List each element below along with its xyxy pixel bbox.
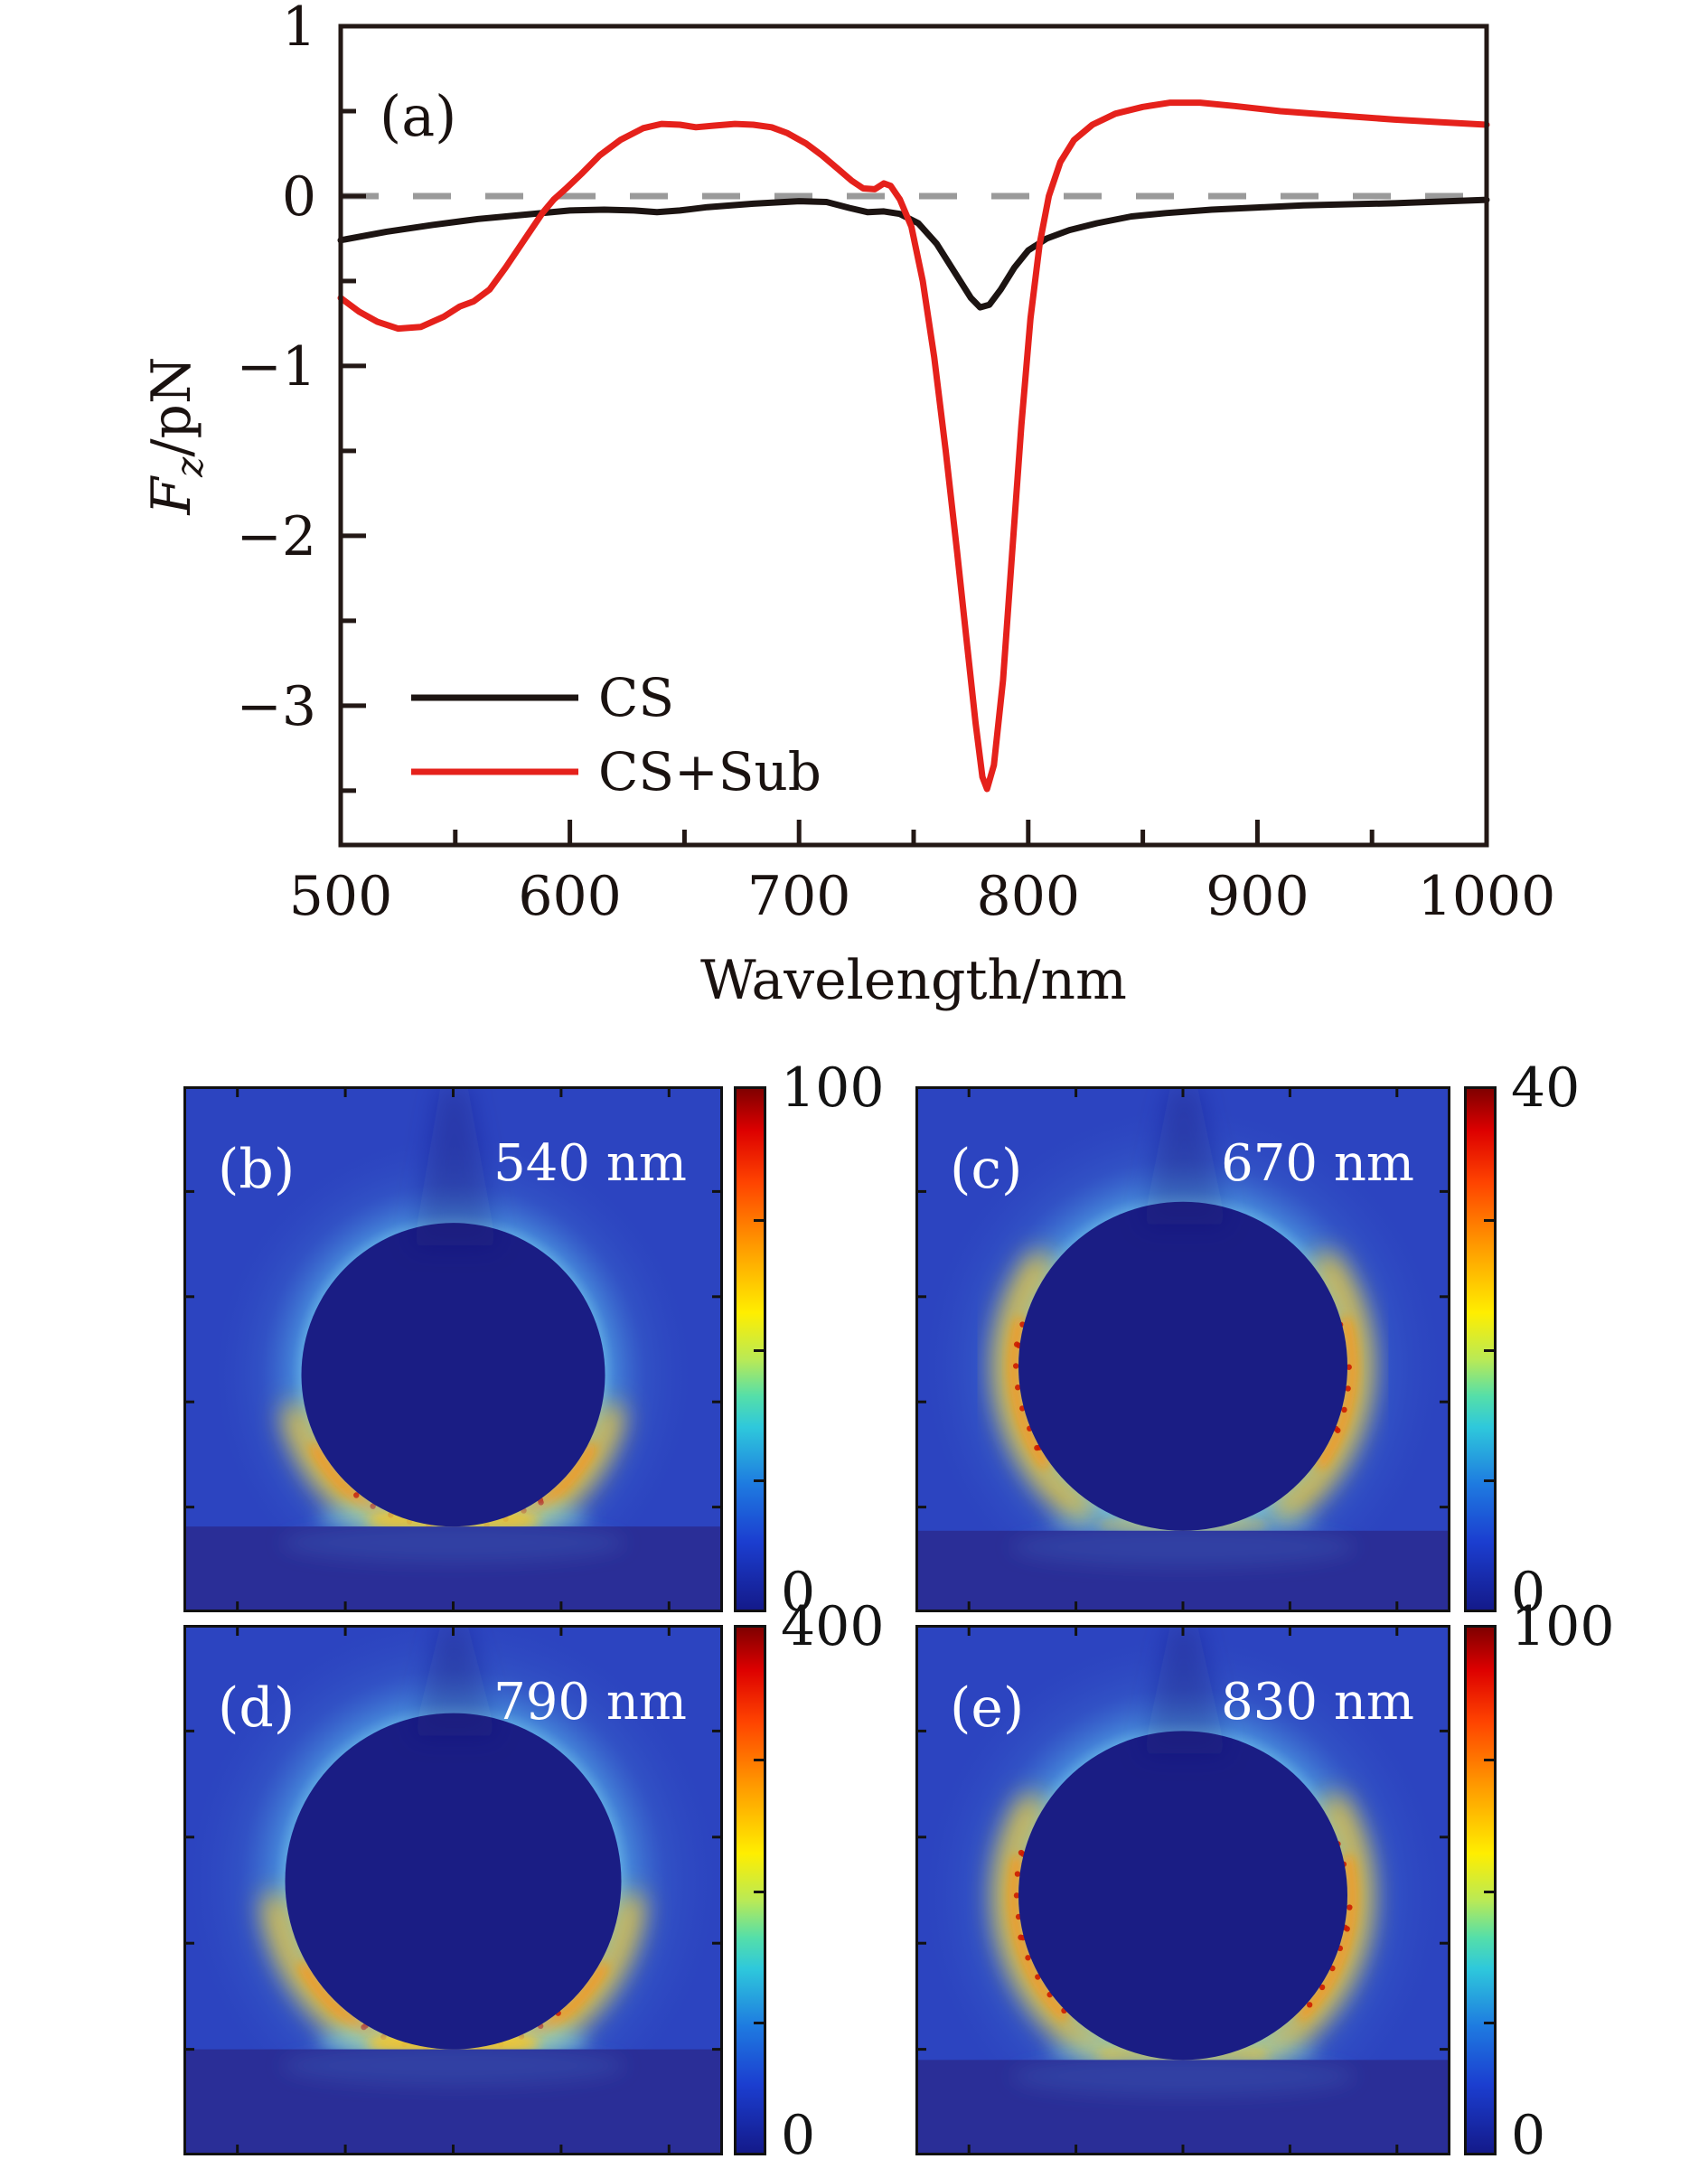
field-hotspot <box>1319 1984 1326 1991</box>
field-hotspot <box>1306 2002 1313 2008</box>
substrate-scatter <box>281 2045 625 2086</box>
x-tick-label: 1000 <box>1418 865 1556 928</box>
colorbar-d <box>734 1625 766 2155</box>
panel-label-d: (d) <box>218 1676 296 1740</box>
colorbar-tick <box>754 1759 764 1762</box>
colorbar-min-c: 0 <box>1511 1561 1546 1624</box>
wavelength-label-c: 670 nm <box>1221 1134 1414 1193</box>
x-tick-label: 900 <box>1206 865 1309 928</box>
field-map-b <box>183 1086 723 1612</box>
field-hotspot <box>1346 1364 1352 1370</box>
field-hotspot <box>1347 1904 1353 1910</box>
legend-label-cs: CS <box>598 667 674 728</box>
colorbar-tick <box>1484 2021 1494 2024</box>
colorbar-tick <box>754 1219 764 1222</box>
y-axis-label-unit: /pN <box>140 357 203 457</box>
colorbar-tick <box>1484 1890 1494 1893</box>
nanosphere <box>1018 1201 1347 1531</box>
y-tick-label: 0 <box>282 165 316 229</box>
x-axis-label: Wavelength/nm <box>700 949 1127 1012</box>
field-hotspot <box>1013 1892 1020 1899</box>
substrate-scatter <box>281 1523 625 1563</box>
field-hotspot <box>1015 1385 1021 1391</box>
shadow-plume <box>1143 1625 1226 1754</box>
field-hotspot <box>1025 1955 1031 1961</box>
x-tick-label: 600 <box>518 865 622 928</box>
colorbar-max-b: 100 <box>781 1056 885 1120</box>
field-glow-lobe <box>1243 1794 1373 2069</box>
colorbar-min-b: 0 <box>781 1561 816 1624</box>
colorbar-tick <box>1484 1479 1494 1482</box>
colorbar-min-d: 0 <box>781 2104 816 2167</box>
chart-curves <box>337 99 1490 793</box>
y-tick-label: 1 <box>282 0 316 59</box>
colorbar-max-e: 100 <box>1511 1595 1615 1658</box>
chart-tick-labels: 1 0 −1 −2 −3 500 600 700 800 900 1000 <box>237 0 1556 928</box>
colorbar-tick <box>754 2021 764 2024</box>
chart-axes <box>338 23 1489 848</box>
plot-box <box>338 23 1489 848</box>
colorbar-tick <box>1484 1349 1494 1352</box>
field-map-e <box>915 1625 1450 2155</box>
colorbar-tick <box>1484 1219 1494 1222</box>
colorbar-tick <box>754 1479 764 1482</box>
wavelength-label-b: 540 nm <box>493 1134 687 1193</box>
legend-label-cs-sub: CS+Sub <box>598 741 821 803</box>
panel-label-c: (c) <box>950 1138 1023 1201</box>
colorbar-max-d: 400 <box>781 1595 885 1658</box>
curve-cs <box>337 196 1490 311</box>
field-glow-lobe <box>1270 1252 1372 1524</box>
field-glow-rim <box>1316 1317 1357 1469</box>
substrate-scatter <box>1011 1526 1355 1567</box>
y-tick-label: −3 <box>237 675 316 738</box>
y-axis-label-symbol: F <box>140 474 203 515</box>
colorbar-tick <box>1484 1759 1494 1762</box>
chart-legend: CS CS+Sub <box>411 667 821 803</box>
field-map-d <box>183 1625 723 2155</box>
panel-a-label: (a) <box>380 83 456 149</box>
field-hotspot <box>1341 1406 1347 1413</box>
nanosphere <box>285 1713 622 2050</box>
colorbar-tick <box>754 1890 764 1893</box>
field-glow-lobe <box>994 1252 1096 1524</box>
colorbar-e <box>1464 1625 1497 2155</box>
colorbar-tick <box>754 1349 764 1352</box>
x-tick-label: 800 <box>977 865 1081 928</box>
y-axis-label-subscript: z <box>167 456 211 478</box>
field-hotspot <box>1014 1871 1021 1877</box>
x-tick-label: 500 <box>289 865 393 928</box>
field-glow-lobe <box>993 1794 1122 2069</box>
colorbar-c <box>1464 1086 1497 1612</box>
field-map-c <box>915 1086 1450 1612</box>
y-axis-label: Fz/pN <box>140 357 211 516</box>
field-hotspot <box>1345 1385 1351 1392</box>
shadow-plume <box>413 1625 497 1736</box>
panel-label-e: (e) <box>950 1676 1025 1740</box>
force-spectrum-chart: 1 0 −1 −2 −3 500 600 700 800 900 1000 CS CS+Sub (a)… <box>140 0 1556 1012</box>
x-tick-label: 700 <box>747 865 851 928</box>
field-hotspot <box>353 1492 360 1498</box>
colorbar-max-c: 40 <box>1511 1056 1581 1120</box>
colorbar-min-e: 0 <box>1511 2104 1546 2167</box>
y-tick-label: −2 <box>237 505 316 568</box>
field-hotspot <box>1012 1363 1019 1369</box>
wavelength-label-d: 790 nm <box>493 1673 687 1732</box>
field-hotspot <box>1035 1974 1041 1980</box>
y-tick-label: −1 <box>237 335 316 399</box>
shadow-plume <box>413 1086 497 1246</box>
nanosphere <box>1018 1731 1347 2061</box>
field-glow-rim <box>1009 1855 1069 2021</box>
panel-label-b: (b) <box>218 1138 296 1201</box>
substrate-scatter <box>1011 2056 1355 2097</box>
curve-cs-sub <box>337 99 1490 793</box>
wavelength-label-e: 830 nm <box>1221 1673 1414 1732</box>
shadow-plume <box>1143 1086 1226 1225</box>
nanosphere <box>301 1223 605 1527</box>
colorbar-b <box>734 1086 766 1612</box>
field-glow-rim <box>1297 1855 1357 2021</box>
